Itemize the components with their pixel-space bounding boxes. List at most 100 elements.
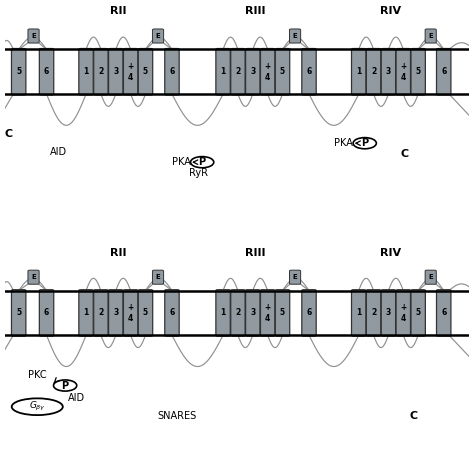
- Text: SNARES: SNARES: [157, 410, 196, 420]
- Text: 6: 6: [306, 67, 311, 76]
- Text: P: P: [361, 138, 368, 148]
- FancyBboxPatch shape: [437, 290, 451, 336]
- FancyBboxPatch shape: [352, 48, 366, 95]
- FancyBboxPatch shape: [246, 48, 260, 95]
- Text: 6: 6: [169, 67, 174, 76]
- Text: 5: 5: [16, 309, 21, 318]
- Text: 3: 3: [113, 67, 118, 76]
- Text: +: +: [400, 303, 406, 312]
- FancyBboxPatch shape: [216, 48, 230, 95]
- Text: 1: 1: [356, 67, 361, 76]
- Text: 2: 2: [371, 67, 376, 76]
- FancyBboxPatch shape: [165, 48, 179, 95]
- Text: E: E: [155, 274, 160, 280]
- Text: 1: 1: [356, 309, 361, 318]
- Text: 1: 1: [220, 67, 226, 76]
- Text: P: P: [62, 381, 69, 391]
- Text: 6: 6: [441, 67, 447, 76]
- Text: E: E: [292, 33, 298, 39]
- Text: +: +: [128, 303, 134, 312]
- FancyBboxPatch shape: [165, 290, 179, 336]
- Text: 6: 6: [169, 309, 174, 318]
- FancyBboxPatch shape: [94, 48, 108, 95]
- FancyBboxPatch shape: [109, 48, 123, 95]
- Text: 1: 1: [83, 67, 89, 76]
- Text: RIV: RIV: [380, 247, 401, 258]
- FancyBboxPatch shape: [138, 48, 153, 95]
- Text: 6: 6: [44, 67, 49, 76]
- Text: 1: 1: [83, 309, 89, 318]
- FancyBboxPatch shape: [109, 290, 123, 336]
- Text: RIV: RIV: [380, 7, 401, 17]
- Text: AID: AID: [50, 147, 67, 157]
- FancyBboxPatch shape: [275, 290, 290, 336]
- FancyBboxPatch shape: [79, 48, 93, 95]
- FancyBboxPatch shape: [302, 290, 316, 336]
- FancyBboxPatch shape: [366, 290, 381, 336]
- Text: 6: 6: [441, 309, 447, 318]
- Text: 6: 6: [44, 309, 49, 318]
- Text: 3: 3: [250, 67, 255, 76]
- Text: 4: 4: [401, 314, 406, 323]
- Text: 4: 4: [265, 73, 270, 82]
- FancyBboxPatch shape: [396, 290, 410, 336]
- FancyBboxPatch shape: [11, 290, 26, 336]
- Text: 4: 4: [265, 314, 270, 323]
- Text: C: C: [410, 410, 418, 420]
- FancyBboxPatch shape: [425, 29, 436, 43]
- Text: E: E: [428, 33, 433, 39]
- FancyBboxPatch shape: [290, 270, 301, 284]
- Text: 2: 2: [98, 309, 103, 318]
- FancyBboxPatch shape: [79, 290, 93, 336]
- FancyBboxPatch shape: [153, 29, 164, 43]
- FancyBboxPatch shape: [246, 290, 260, 336]
- FancyBboxPatch shape: [437, 48, 451, 95]
- Text: E: E: [155, 33, 160, 39]
- Text: 2: 2: [98, 67, 103, 76]
- FancyBboxPatch shape: [231, 290, 245, 336]
- FancyBboxPatch shape: [396, 48, 410, 95]
- Text: +: +: [128, 62, 134, 71]
- Text: P: P: [199, 157, 206, 167]
- Text: 5: 5: [280, 309, 285, 318]
- FancyBboxPatch shape: [260, 290, 275, 336]
- FancyBboxPatch shape: [366, 48, 381, 95]
- Text: 4: 4: [128, 73, 133, 82]
- FancyBboxPatch shape: [28, 29, 39, 43]
- Text: 3: 3: [250, 309, 255, 318]
- Text: $G_{\beta\gamma}$: $G_{\beta\gamma}$: [29, 400, 46, 413]
- FancyBboxPatch shape: [216, 290, 230, 336]
- FancyBboxPatch shape: [302, 48, 316, 95]
- FancyBboxPatch shape: [28, 270, 39, 284]
- Text: PKC: PKC: [28, 371, 46, 381]
- Text: 5: 5: [143, 67, 148, 76]
- FancyBboxPatch shape: [381, 290, 396, 336]
- Text: +: +: [264, 303, 271, 312]
- FancyBboxPatch shape: [153, 270, 164, 284]
- FancyBboxPatch shape: [231, 48, 245, 95]
- Text: C: C: [4, 129, 12, 139]
- Text: RIII: RIII: [246, 247, 266, 258]
- Text: 5: 5: [280, 67, 285, 76]
- Text: 2: 2: [371, 309, 376, 318]
- Text: PKA: PKA: [172, 157, 191, 167]
- FancyBboxPatch shape: [352, 290, 366, 336]
- Text: E: E: [31, 33, 36, 39]
- Text: AID: AID: [68, 393, 85, 403]
- FancyBboxPatch shape: [94, 290, 108, 336]
- Text: 5: 5: [16, 67, 21, 76]
- Text: RIII: RIII: [246, 7, 266, 17]
- Text: +: +: [264, 62, 271, 71]
- Text: PKA: PKA: [334, 138, 353, 148]
- Text: 5: 5: [416, 309, 421, 318]
- Text: 3: 3: [386, 309, 391, 318]
- FancyBboxPatch shape: [411, 48, 425, 95]
- Text: 3: 3: [386, 67, 391, 76]
- Text: RyR: RyR: [190, 168, 209, 178]
- FancyBboxPatch shape: [381, 48, 396, 95]
- Text: RII: RII: [110, 247, 127, 258]
- Text: 3: 3: [113, 309, 118, 318]
- Text: 5: 5: [143, 309, 148, 318]
- FancyBboxPatch shape: [123, 290, 138, 336]
- FancyBboxPatch shape: [411, 290, 425, 336]
